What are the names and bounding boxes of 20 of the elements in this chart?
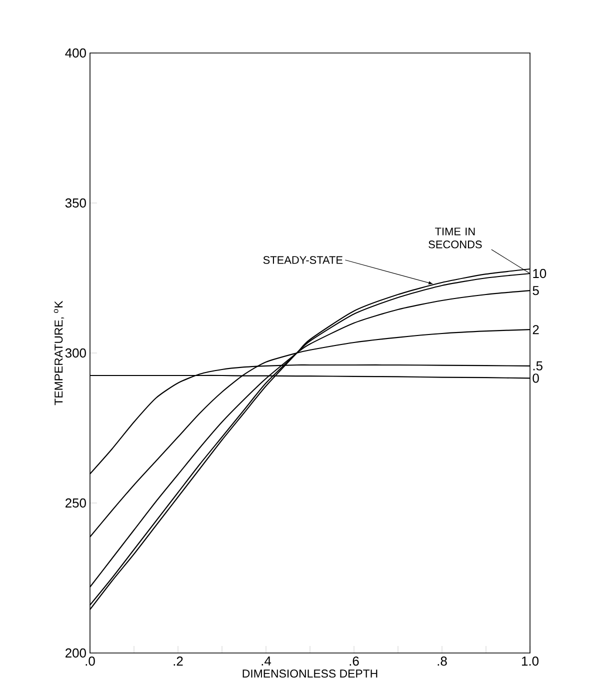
series-label: 0 [532,374,539,383]
x-tick-label: .4 [262,656,272,666]
series-label: .5 [533,361,542,370]
y-tick-label: 350 [65,198,86,208]
series-label: 10 [533,268,546,278]
y-tick-label: 200 [66,648,86,658]
y-tick-label: 250 [66,498,86,508]
x-tick-label: 1.0 [522,656,539,666]
annotation: STEADY-STATE [263,256,343,264]
series-label: 5 [532,286,539,296]
y-axis-title: TEMPERATURE, $^{o}$K [54,300,64,406]
annotation: TIME IN SECONDS [428,228,482,248]
x-tick-label: .8 [438,656,447,666]
x-axis-title: DIMENSIONLESS DEPTH [242,670,378,678]
x-tick-label: .6 [350,656,359,666]
y-tick-label: 400 [65,48,86,58]
x-tick-label: .0 [86,656,95,666]
y-tick-label: 300 [65,348,86,358]
x-tick-label: .2 [174,656,183,666]
series-label: 2 [532,325,539,334]
